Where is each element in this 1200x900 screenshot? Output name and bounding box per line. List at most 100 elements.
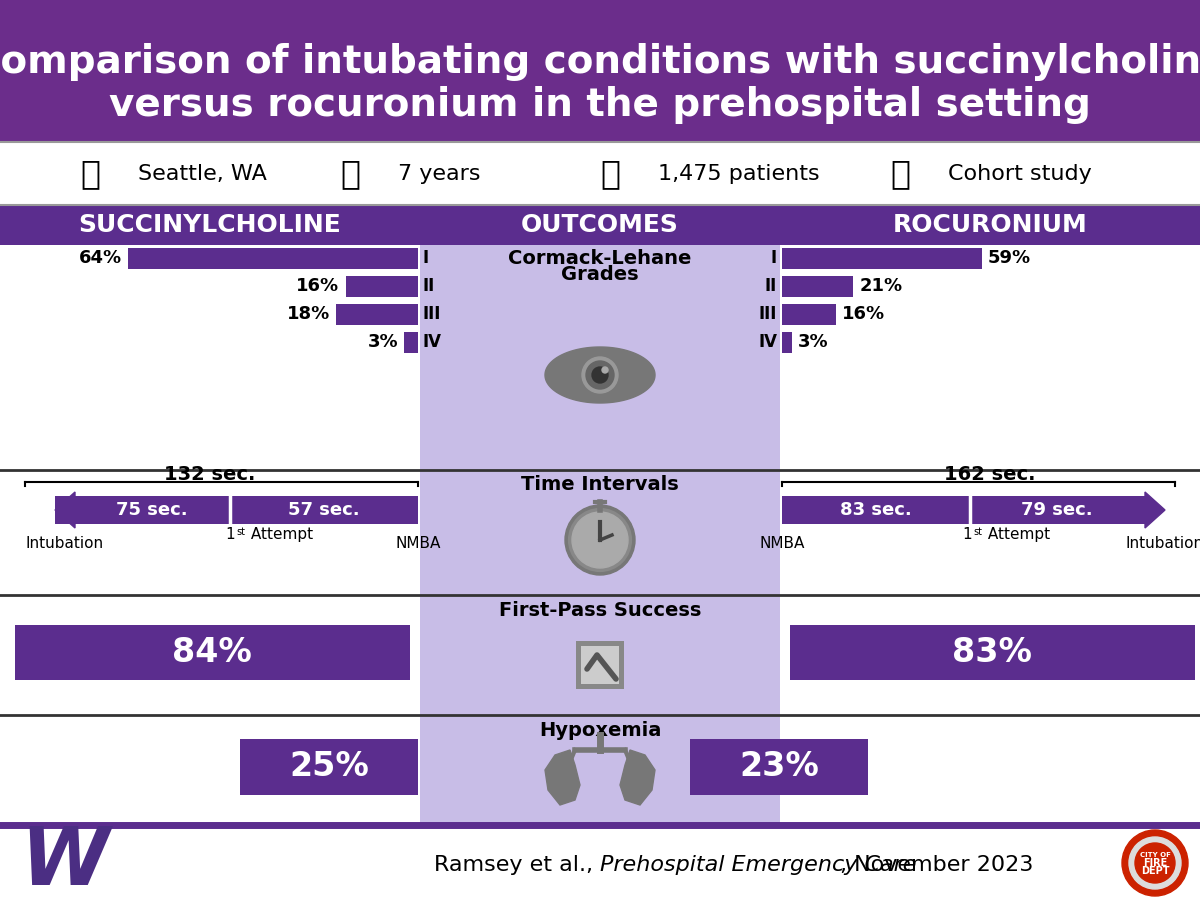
Text: Attempt: Attempt — [246, 527, 313, 542]
Bar — [420, 245, 780, 470]
Text: 1: 1 — [226, 527, 235, 542]
Text: , November 2023: , November 2023 — [840, 855, 1033, 875]
Text: NMBA: NMBA — [395, 536, 440, 551]
Text: 25%: 25% — [289, 751, 368, 784]
Text: st: st — [236, 527, 245, 537]
Text: III: III — [758, 305, 778, 323]
Text: I: I — [770, 249, 778, 267]
Text: II: II — [424, 277, 436, 295]
Bar — [14, 625, 410, 680]
Text: First-Pass Success: First-Pass Success — [499, 600, 701, 619]
Circle shape — [572, 512, 628, 568]
Bar — [782, 248, 982, 268]
Text: ROCURONIUM: ROCURONIUM — [893, 213, 1087, 237]
Text: Grades: Grades — [562, 266, 638, 284]
Text: FIRE: FIRE — [1142, 858, 1168, 868]
Text: Seattle, WA: Seattle, WA — [138, 164, 266, 184]
Polygon shape — [55, 492, 74, 528]
Text: 84%: 84% — [172, 636, 252, 670]
Text: 21%: 21% — [859, 277, 902, 295]
Bar — [240, 739, 418, 795]
Text: Cormack-Lehane: Cormack-Lehane — [509, 249, 691, 268]
Polygon shape — [545, 750, 580, 805]
Bar — [0, 825, 1200, 900]
Text: Prehospital Emergency Care: Prehospital Emergency Care — [600, 855, 917, 875]
Text: 📋: 📋 — [890, 158, 910, 191]
Text: 64%: 64% — [79, 249, 122, 267]
Bar — [420, 470, 780, 595]
Text: 79 sec.: 79 sec. — [1021, 501, 1093, 519]
Text: 18%: 18% — [287, 305, 330, 323]
Text: 57 sec.: 57 sec. — [288, 501, 360, 519]
Text: 1,475 patients: 1,475 patients — [658, 164, 820, 184]
Text: 59%: 59% — [988, 249, 1031, 267]
Circle shape — [582, 357, 618, 393]
Text: OUTCOMES: OUTCOMES — [521, 213, 679, 237]
Text: Comparison of intubating conditions with succinylcholine: Comparison of intubating conditions with… — [0, 43, 1200, 81]
Bar — [404, 331, 418, 353]
Bar — [782, 331, 792, 353]
Text: NMBA: NMBA — [760, 536, 805, 551]
Text: 23%: 23% — [739, 751, 818, 784]
Text: Intubation: Intubation — [1126, 536, 1200, 551]
Text: Ramsey et al.,: Ramsey et al., — [434, 855, 600, 875]
Text: W: W — [20, 824, 109, 900]
Text: Intubation: Intubation — [26, 536, 104, 551]
Text: 🗺: 🗺 — [80, 158, 100, 191]
Text: 1: 1 — [962, 527, 972, 542]
Bar — [55, 496, 230, 524]
Polygon shape — [620, 750, 655, 805]
Text: 16%: 16% — [296, 277, 340, 295]
Text: 16%: 16% — [842, 305, 886, 323]
Bar — [970, 496, 1145, 524]
Text: 162 sec.: 162 sec. — [944, 465, 1036, 484]
Bar — [128, 248, 418, 268]
Bar — [336, 303, 418, 325]
Bar — [576, 641, 624, 689]
Bar — [0, 205, 1200, 245]
Text: st: st — [973, 527, 982, 537]
Circle shape — [602, 367, 608, 373]
Text: SUCCINYLCHOLINE: SUCCINYLCHOLINE — [79, 213, 341, 237]
Text: IV: IV — [758, 333, 778, 351]
Polygon shape — [1145, 492, 1165, 528]
Bar — [790, 625, 1195, 680]
Text: Hypoxemia: Hypoxemia — [539, 721, 661, 740]
Polygon shape — [545, 347, 655, 403]
Text: 3%: 3% — [798, 333, 829, 351]
Text: I: I — [424, 249, 430, 267]
Text: Attempt: Attempt — [983, 527, 1050, 542]
Circle shape — [592, 367, 608, 383]
Text: 🗓: 🗓 — [340, 158, 360, 191]
Circle shape — [586, 361, 614, 389]
Text: Cohort study: Cohort study — [948, 164, 1092, 184]
Text: versus rocuronium in the prehospital setting: versus rocuronium in the prehospital set… — [109, 86, 1091, 124]
Bar — [420, 715, 780, 825]
Bar — [0, 0, 1200, 142]
Text: DEPT: DEPT — [1141, 866, 1169, 876]
Text: 132 sec.: 132 sec. — [164, 465, 256, 484]
Bar — [690, 739, 868, 795]
Text: 🚑: 🚑 — [600, 158, 620, 191]
Text: 3%: 3% — [367, 333, 398, 351]
Bar — [346, 275, 418, 296]
Bar — [782, 303, 836, 325]
Bar — [581, 646, 619, 684]
Bar — [420, 595, 780, 715]
Bar — [0, 142, 1200, 205]
Text: 83%: 83% — [952, 636, 1032, 670]
Text: Time Intervals: Time Intervals — [521, 475, 679, 494]
Bar — [782, 496, 970, 524]
Circle shape — [565, 505, 635, 575]
Bar — [782, 275, 853, 296]
Text: 75 sec.: 75 sec. — [116, 501, 188, 519]
Text: 7 years: 7 years — [398, 164, 480, 184]
Circle shape — [1129, 837, 1181, 889]
Text: IV: IV — [424, 333, 442, 351]
Text: CITY OF: CITY OF — [1140, 852, 1170, 858]
Bar — [230, 496, 418, 524]
Text: 83 sec.: 83 sec. — [840, 501, 912, 519]
Circle shape — [1135, 843, 1175, 883]
Text: II: II — [764, 277, 778, 295]
Text: III: III — [424, 305, 442, 323]
